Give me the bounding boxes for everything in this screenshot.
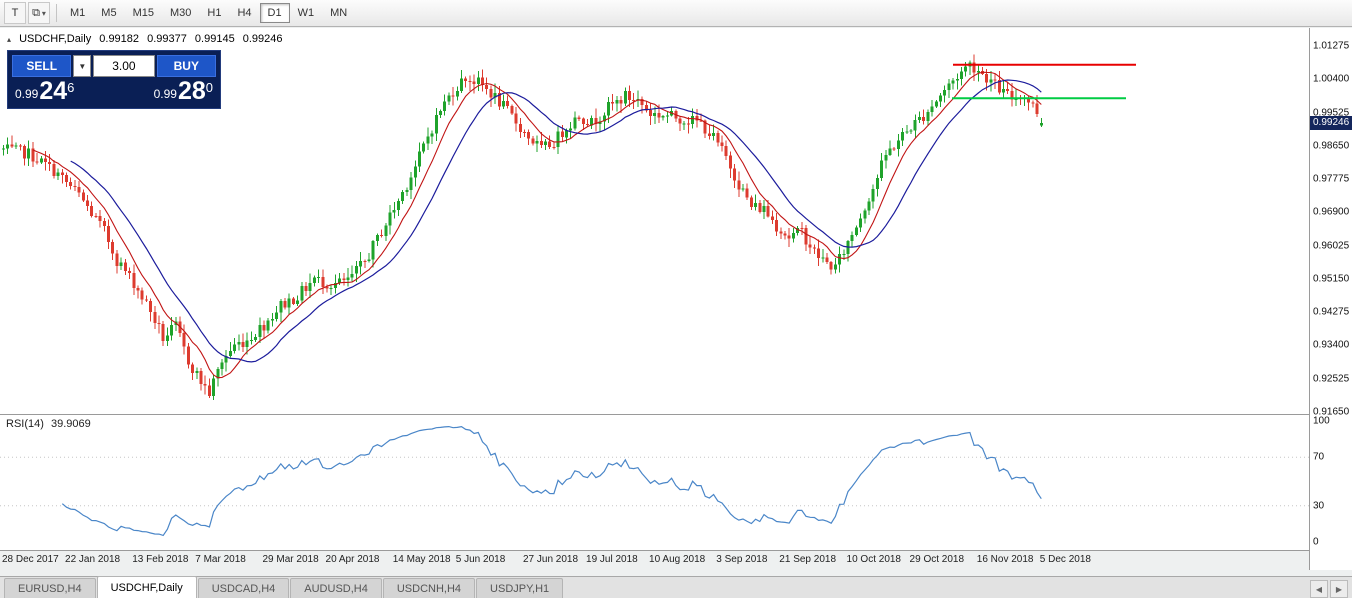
timeframe-button-m1[interactable]: M1 <box>62 3 93 23</box>
profile-glyph: ⧉ <box>32 7 40 20</box>
price-axis-label: 0.94275 <box>1313 307 1349 318</box>
price-axis-label: 0.99525 <box>1313 107 1349 118</box>
rsi-scale-label: 30 <box>1313 500 1324 511</box>
date-axis-label: 10 Oct 2018 <box>847 554 901 565</box>
chart-profile-icon[interactable]: ⧉ ▾ <box>28 2 50 24</box>
date-axis-label: 28 Dec 2017 <box>2 554 59 565</box>
rsi-scale-label: 70 <box>1313 452 1324 463</box>
date-axis-label: 19 Jul 2018 <box>586 554 638 565</box>
timeframe-button-m5[interactable]: M5 <box>93 3 124 23</box>
timeframe-button-m30[interactable]: M30 <box>162 3 199 23</box>
buy-price-pipette: 0 <box>206 80 213 95</box>
price-axis-label: 0.97775 <box>1313 174 1349 185</box>
rsi-indicator-pane[interactable]: RSI(14) 39.9069 <box>0 415 1309 551</box>
date-axis-label: 10 Aug 2018 <box>649 554 705 565</box>
price-axis-label: 0.95150 <box>1313 273 1349 284</box>
timeframe-button-h4[interactable]: H4 <box>229 3 259 23</box>
chart-symbol-label: USDCHF,Daily <box>19 33 91 45</box>
price-axis-label: 0.96900 <box>1313 207 1349 218</box>
date-axis-label: 3 Sep 2018 <box>716 554 767 565</box>
tab-scroll-controls: ◀ ▶ <box>1310 580 1348 598</box>
collapse-triangle-icon[interactable]: ▴ <box>7 35 11 44</box>
price-axis-label: 0.93400 <box>1313 340 1349 351</box>
date-axis-label: 5 Jun 2018 <box>456 554 506 565</box>
date-axis-label: 29 Mar 2018 <box>263 554 319 565</box>
date-axis-label: 13 Feb 2018 <box>132 554 188 565</box>
ohlc-low: 0.99145 <box>195 33 235 45</box>
sell-price-big-digits: 24 <box>39 79 67 104</box>
timeframe-button-m15[interactable]: M15 <box>125 3 162 23</box>
sell-button[interactable]: SELL <box>12 55 71 77</box>
date-axis-label: 27 Jun 2018 <box>523 554 578 565</box>
sell-price-pipette: 6 <box>67 80 74 95</box>
price-axis-label: 1.00400 <box>1313 74 1349 85</box>
rsi-scale-label: 100 <box>1313 416 1330 427</box>
timeframe-group: M1M5M15M30H1H4D1W1MN <box>62 3 355 23</box>
volume-input[interactable]: 3.00 <box>93 55 154 77</box>
date-axis-label: 21 Sep 2018 <box>779 554 836 565</box>
date-axis-label: 7 Mar 2018 <box>195 554 246 565</box>
top-toolbar: T ⧉ ▾ M1M5M15M30H1H4D1W1MN <box>0 0 1352 27</box>
tab-scroll-left-icon[interactable]: ◀ <box>1310 580 1328 598</box>
timeframe-button-h1[interactable]: H1 <box>199 3 229 23</box>
sell-price-prefix: 0.99 <box>15 87 38 104</box>
chart-tab-audusd-h4[interactable]: AUDUSD,H4 <box>290 578 382 598</box>
sell-price-display[interactable]: 0.99 24 6 <box>12 79 77 104</box>
chart-tab-usdcnh-h4[interactable]: USDCNH,H4 <box>383 578 475 598</box>
one-click-trading-panel: SELL ▼ 3.00 BUY 0.99 24 6 0.99 28 0 <box>7 50 221 109</box>
chart-tab-usdchf-daily[interactable]: USDCHF,Daily <box>97 576 197 598</box>
date-axis-label: 20 Apr 2018 <box>326 554 380 565</box>
date-axis-label: 16 Nov 2018 <box>977 554 1034 565</box>
price-axis-label: 0.98650 <box>1313 140 1349 151</box>
date-axis-label: 22 Jan 2018 <box>65 554 120 565</box>
rsi-value-label: 39.9069 <box>51 418 91 430</box>
ma-fast-line <box>33 72 1041 378</box>
chart-tab-usdcad-h4[interactable]: USDCAD,H4 <box>198 578 290 598</box>
toolbar-separator <box>56 4 57 22</box>
price-axis-label: 0.96025 <box>1313 240 1349 251</box>
rsi-line <box>62 427 1041 536</box>
chart-tab-usdjpy-h1[interactable]: USDJPY,H1 <box>476 578 563 598</box>
rsi-header: RSI(14) 39.9069 <box>6 418 95 430</box>
date-axis-label: 5 Dec 2018 <box>1040 554 1091 565</box>
price-axis-label: 0.92525 <box>1313 373 1349 384</box>
rsi-name-label: RSI(14) <box>6 418 44 430</box>
buy-price-big-digits: 28 <box>178 79 206 104</box>
chevron-down-icon: ▾ <box>42 9 46 18</box>
ohlc-high: 0.99377 <box>147 33 187 45</box>
ohlc-open: 0.99182 <box>99 33 139 45</box>
timeframe-button-mn[interactable]: MN <box>322 3 355 23</box>
ohlc-close: 0.99246 <box>243 33 283 45</box>
timeframe-button-w1[interactable]: W1 <box>290 3 323 23</box>
chart-window-icon[interactable]: T <box>4 2 26 24</box>
chart-tab-eurusd-h4[interactable]: EURUSD,H4 <box>4 578 96 598</box>
buy-price-display[interactable]: 0.99 28 0 <box>151 79 216 104</box>
chart-ohlc-header: ▴ USDCHF,Daily 0.99182 0.99377 0.99145 0… <box>7 33 288 45</box>
price-axis[interactable]: 0.99246 1.01275 1.00400 0.99525 0.98650 0.97… <box>1309 28 1352 570</box>
buy-button[interactable]: BUY <box>157 55 216 77</box>
time-axis[interactable]: 28 Dec 2017 22 Jan 2018 13 Feb 2018 7 Mar 2… <box>0 551 1309 570</box>
rsi-canvas[interactable] <box>0 415 1309 550</box>
date-axis-label: 14 May 2018 <box>393 554 451 565</box>
tab-scroll-right-icon[interactable]: ▶ <box>1330 580 1348 598</box>
price-chart-pane[interactable]: ▴ USDCHF,Daily 0.99182 0.99377 0.99145 0… <box>0 28 1309 415</box>
buy-price-prefix: 0.99 <box>154 87 177 104</box>
ma-slow-line <box>71 80 1042 362</box>
current-price-badge: 0.99246 <box>1310 116 1352 130</box>
timeframe-button-d1[interactable]: D1 <box>260 3 290 23</box>
chart-tabs-bar: EURUSD,H4USDCHF,DailyUSDCAD,H4AUDUSD,H4U… <box>0 576 1352 598</box>
chart-window-glyph: T <box>12 7 19 19</box>
volume-spinner-button[interactable]: ▼ <box>73 55 91 77</box>
date-axis-label: 29 Oct 2018 <box>910 554 964 565</box>
rsi-scale-label: 0 <box>1313 537 1319 548</box>
price-axis-label: 1.01275 <box>1313 41 1349 52</box>
